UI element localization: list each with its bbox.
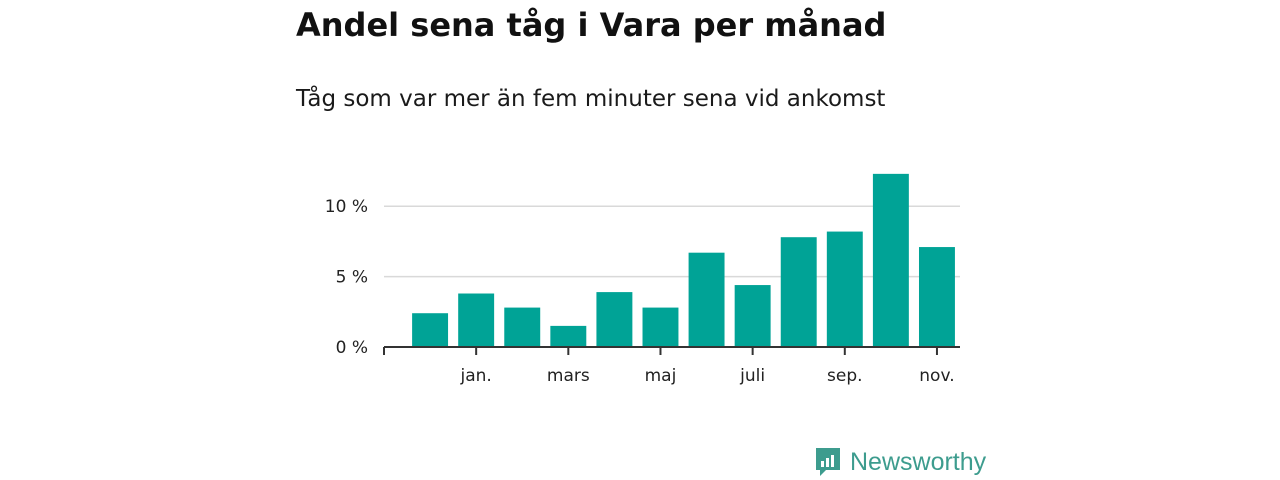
x-tick-label: jan. [459, 366, 491, 386]
bar [780, 237, 817, 347]
bar [642, 307, 679, 347]
bar [734, 285, 771, 347]
y-tick-label: 0 % [336, 338, 368, 358]
bar [412, 313, 449, 347]
x-tick-label: sep. [827, 366, 863, 386]
bar [918, 247, 955, 347]
bar [826, 231, 863, 347]
bar [596, 292, 633, 347]
bar [550, 325, 587, 347]
bar [688, 252, 725, 347]
chart-subtitle: Tåg som var mer än fem minuter sena vid … [296, 86, 886, 112]
chart-title: Andel sena tåg i Vara per månad [296, 6, 887, 44]
bar [872, 173, 909, 347]
bar [458, 293, 495, 347]
bar [504, 307, 541, 347]
x-tick-label: nov. [919, 366, 954, 386]
x-tick-label: maj [645, 366, 677, 386]
x-tick-label: juli [739, 366, 765, 386]
brand-name: Newsworthy [850, 447, 987, 476]
y-tick-label: 5 % [336, 268, 368, 288]
y-tick-label: 10 % [325, 197, 368, 217]
x-tick-label: mars [547, 366, 590, 386]
newsworthy-logo-icon [816, 448, 840, 476]
newsworthy-logo: Newsworthy [814, 446, 986, 478]
